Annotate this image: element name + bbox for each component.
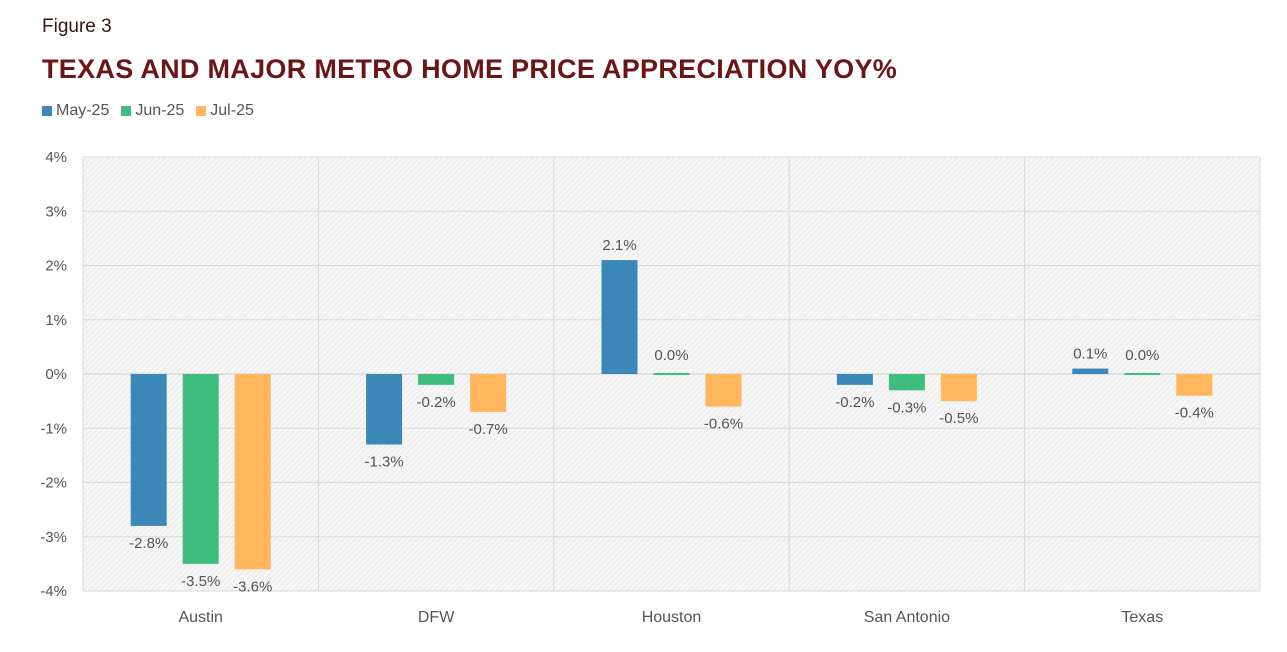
data-label: 0.0% <box>654 347 688 364</box>
data-label: -0.7% <box>469 421 508 438</box>
data-label: -0.3% <box>887 399 926 416</box>
y-tick-label: -4% <box>40 583 67 600</box>
data-label: 0.1% <box>1073 346 1107 363</box>
legend-swatch-jul <box>196 106 207 116</box>
data-label: -0.5% <box>939 410 978 427</box>
y-tick-label: 0% <box>45 366 67 383</box>
bar <box>1124 373 1161 375</box>
data-label: 2.1% <box>602 237 636 254</box>
bar <box>366 374 403 445</box>
legend-item-may: May-25 <box>42 102 109 120</box>
y-tick-label: 3% <box>45 203 67 220</box>
legend: May-25 Jun-25 Jul-25 <box>42 102 254 120</box>
data-label: -3.5% <box>181 573 220 590</box>
bar <box>182 374 219 564</box>
y-tick-label: 4% <box>45 149 67 166</box>
bar <box>234 374 271 570</box>
figure-label: Figure 3 <box>42 16 112 37</box>
bar <box>836 374 873 385</box>
x-category-label: Austin <box>178 609 222 626</box>
y-tick-label: -2% <box>40 475 67 492</box>
y-tick-label: -1% <box>40 420 67 437</box>
y-tick-label: -3% <box>40 529 67 546</box>
data-label: -0.6% <box>704 416 743 433</box>
legend-item-jul: Jul-25 <box>196 102 254 120</box>
bar <box>418 374 455 385</box>
x-category-label: DFW <box>418 609 455 626</box>
y-tick-label: 1% <box>45 312 67 329</box>
legend-label-jul: Jul-25 <box>210 102 254 119</box>
y-tick-label: 2% <box>45 258 67 275</box>
legend-label-jun: Jun-25 <box>135 102 185 119</box>
bar <box>940 374 977 402</box>
data-label: 0.0% <box>1125 347 1159 364</box>
bar <box>1176 374 1213 396</box>
x-category-label: Houston <box>642 609 702 626</box>
data-label: -0.4% <box>1175 405 1214 422</box>
legend-item-jun: Jun-25 <box>121 102 184 120</box>
bar <box>705 374 742 407</box>
bar <box>470 374 507 412</box>
bar <box>653 373 690 375</box>
legend-label-may: May-25 <box>56 102 110 119</box>
legend-swatch-may <box>42 106 52 116</box>
bar <box>601 260 638 374</box>
bar <box>888 374 925 391</box>
data-label: -0.2% <box>835 394 874 411</box>
x-category-label: San Antonio <box>864 609 950 626</box>
bar <box>1072 368 1109 374</box>
bar <box>130 374 167 526</box>
chart-title: TEXAS AND MAJOR METRO HOME PRICE APPRECI… <box>42 54 898 84</box>
data-label: -1.3% <box>365 454 404 471</box>
data-label: -2.8% <box>129 535 168 552</box>
legend-swatch-jun <box>121 106 132 116</box>
data-label: -3.6% <box>233 578 272 595</box>
x-category-label: Texas <box>1121 609 1163 626</box>
data-label: -0.2% <box>417 394 456 411</box>
